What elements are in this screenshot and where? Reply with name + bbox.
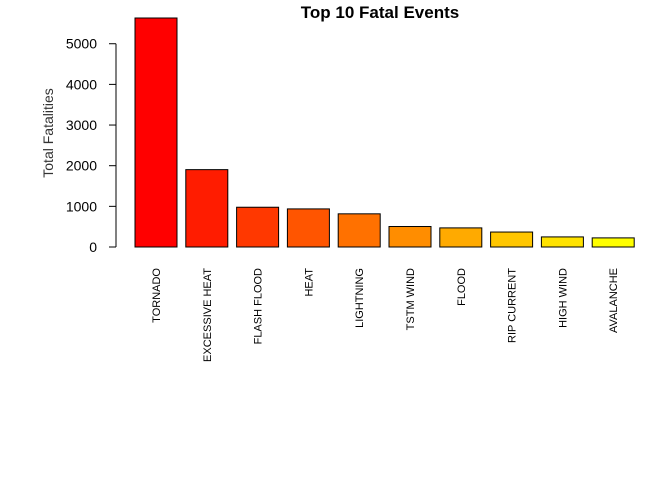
x-tick-label: HIGH WIND (557, 268, 569, 328)
y-tick-label: 3000 (66, 117, 97, 133)
x-tick-label: FLASH FLOOD (253, 268, 265, 344)
y-tick-label: 4000 (66, 76, 97, 92)
x-tick-label: AVALANCHE (608, 268, 620, 333)
y-tick-label: 0 (89, 239, 97, 255)
bar (286, 208, 330, 248)
y-tick-label: 2000 (66, 158, 97, 174)
x-axis-labels: TORNADO EXCESSIVE HEAT FLASH FLOOD HEAT LIGH… (151, 268, 620, 362)
x-tick-label: HEAT (303, 268, 315, 297)
x-tick-label: RIP CURRENT (507, 268, 519, 343)
bar (185, 169, 229, 248)
chart-title: Top 10 Fatal Events (301, 3, 459, 22)
bar (236, 206, 280, 248)
y-axis-label: Total Fatalities (40, 88, 56, 177)
y-axis: 0 1000 2000 3000 4000 5000 (66, 36, 117, 255)
x-tick-label: FLOOD (456, 268, 468, 306)
bar (134, 17, 178, 248)
bar (337, 213, 381, 248)
bar (388, 226, 432, 248)
x-tick-label: TSTM WIND (405, 268, 417, 330)
bar (540, 236, 584, 248)
x-tick-label: TORNADO (151, 268, 163, 323)
y-tick-label: 1000 (66, 198, 97, 214)
x-tick-label: LIGHTNING (354, 268, 366, 328)
bar (490, 231, 534, 248)
x-tick-label: EXCESSIVE HEAT (202, 268, 214, 362)
bar (439, 227, 483, 248)
bars-group (134, 17, 635, 248)
y-tick-label: 5000 (66, 36, 97, 52)
bar (591, 237, 635, 248)
